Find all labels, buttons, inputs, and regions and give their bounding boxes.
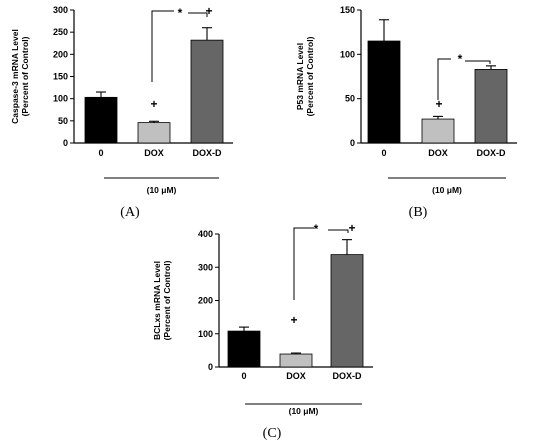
chart-panel-c: 0 100 200 300 400 BCLxs mRNA Level(Percent of…: [152, 221, 373, 441]
significance-bracket: [437, 58, 451, 100]
bar-dox-d: [474, 69, 508, 144]
y-axis-label-line: Caspase-3 mRNA Level: [10, 29, 20, 124]
y-tick-label: 200: [198, 296, 213, 306]
category-label: DOX: [286, 371, 306, 381]
chart-panel-a: 0 50 100 150 200 250 300 Caspase-3 mRNA Level(P…: [10, 4, 233, 220]
y-tick-label: 50: [345, 94, 355, 104]
y-tick-label: 150: [340, 5, 355, 15]
panel-label: (B): [409, 205, 428, 220]
y-axis-label: BCLxs mRNA Level(Percent of Control): [152, 260, 172, 340]
bar-dox-d: [190, 39, 224, 144]
category-label: 0: [381, 148, 386, 158]
plus-marker: +: [435, 97, 442, 111]
condition-label: (10 μM): [147, 185, 177, 195]
category-label: DOX-D: [477, 148, 507, 158]
y-tick-label: 100: [53, 94, 68, 104]
bar-0: [227, 330, 261, 368]
y-tick-label: 300: [198, 262, 213, 272]
y-axis-label-line: BCLxs mRNA Level: [152, 261, 162, 340]
chart-panel-b: 0 50 100 150 P53 mRNA Level(Percent of Contr…: [295, 5, 517, 220]
y-tick-label: 250: [53, 27, 68, 37]
bar-dox: [421, 118, 455, 144]
y-tick-label: 150: [53, 72, 68, 82]
y-tick-label: 0: [208, 362, 213, 372]
significance-star: *: [314, 222, 319, 236]
plus-marker: +: [348, 221, 355, 235]
category-label: DOX: [144, 148, 164, 158]
significance-star: *: [458, 52, 463, 66]
y-tick-label: 200: [53, 49, 68, 59]
bar-0: [367, 40, 401, 144]
significance-bracket: [328, 229, 349, 233]
category-label: DOX-D: [333, 371, 363, 381]
category-label: 0: [241, 371, 246, 381]
plus-marker: +: [290, 313, 297, 327]
y-tick-label: 0: [350, 138, 355, 148]
bar-dox: [137, 122, 171, 144]
y-axis-label-line: P53 mRNA Level: [295, 43, 305, 110]
bar-dox-d: [330, 254, 364, 368]
bar-dox: [279, 353, 313, 368]
significance-bracket: [151, 10, 174, 82]
y-axis-label-line: (Percent of Control): [305, 36, 315, 116]
category-label: DOX-D: [193, 148, 223, 158]
y-axis-label-line: (Percent of Control): [20, 36, 30, 116]
y-tick-label: 100: [198, 329, 213, 339]
y-tick-label: 300: [53, 5, 68, 15]
y-tick-label: 400: [198, 229, 213, 239]
category-label: DOX: [428, 148, 448, 158]
panel-label: (A): [120, 205, 140, 220]
plus-marker: +: [150, 97, 157, 111]
plus-marker: +: [205, 4, 212, 18]
y-axis-label: P53 mRNA Level(Percent of Control): [295, 36, 315, 116]
y-axis-label-line: (Percent of Control): [162, 260, 172, 340]
bar-0: [84, 96, 118, 144]
significance-bracket: [465, 60, 491, 64]
condition-label: (10 μM): [432, 185, 462, 195]
y-tick-label: 100: [340, 49, 355, 59]
y-axis-label: Caspase-3 mRNA Level(Percent of Control): [10, 29, 30, 124]
panel-label: (C): [263, 426, 282, 441]
significance-star: *: [178, 6, 183, 20]
condition-label: (10 μM): [289, 406, 319, 416]
y-tick-label: 50: [58, 116, 68, 126]
y-tick-label: 0: [63, 138, 68, 148]
significance-bracket: [188, 12, 208, 17]
significance-bracket: [293, 227, 314, 300]
category-label: 0: [98, 148, 103, 158]
